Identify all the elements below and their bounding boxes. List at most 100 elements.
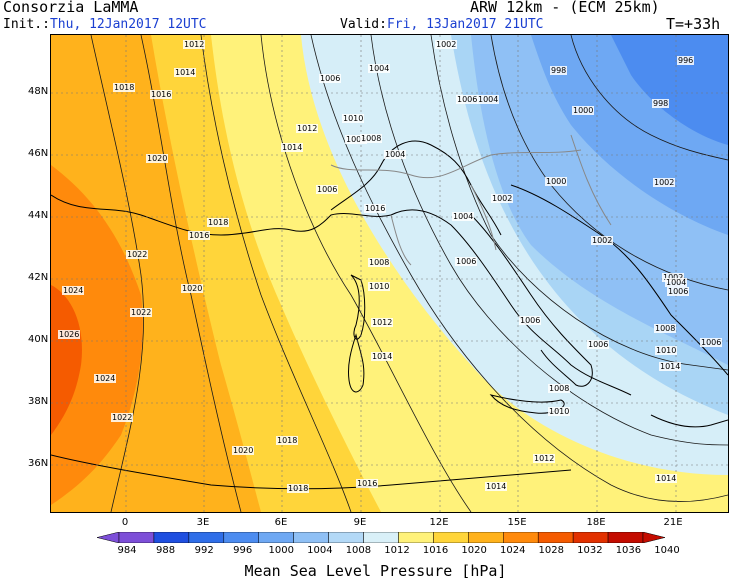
lon-label: 6E — [274, 517, 288, 528]
isobar-label: 1020 — [147, 154, 167, 163]
init-value: Thu, 12Jan2017 12UTC — [49, 17, 207, 32]
lat-label: 38N — [28, 396, 49, 407]
isobar-label: 1008 — [369, 258, 389, 267]
map-svg: 1012 1014 1018 1016 1020 1018 1016 1022 1024 1020… — [51, 35, 728, 512]
lat-label: 44N — [28, 210, 49, 221]
valid-time: Valid:Fri, 13Jan2017 21UTC — [340, 17, 544, 32]
isobar-label-bg — [316, 185, 338, 194]
isobar-label-bg — [587, 340, 609, 349]
lat-label: 46N — [28, 148, 49, 159]
colorbar-tick-label: 996 — [233, 545, 253, 556]
isobar-label-bg — [174, 68, 196, 77]
isobar-label: 998 — [551, 66, 566, 75]
isobar-label-bg — [319, 74, 341, 83]
colorbar-tick-label: 1036 — [615, 545, 642, 556]
isobar-label-bg — [655, 346, 677, 355]
isobar-label-bg — [662, 273, 684, 282]
colorbar-segment — [572, 532, 609, 543]
init-time: Init.:Thu, 12Jan2017 12UTC — [3, 17, 207, 32]
isobar-label-bg — [356, 479, 378, 488]
isobar-label: 1010 — [656, 346, 676, 355]
isobar-label-bg — [113, 83, 135, 92]
isobar-label-bg — [207, 218, 229, 227]
isobar-label-bg — [281, 143, 303, 152]
isobar-label-bg — [548, 384, 570, 393]
isobar-label: 1006 — [588, 340, 608, 349]
valid-value: Fri, 13Jan2017 21UTC — [386, 17, 544, 32]
isobar-label: 1002 — [592, 236, 612, 245]
isobar-label: 1014 — [656, 474, 676, 483]
isobar-label: 1016 — [365, 204, 385, 213]
colorbar-segment — [398, 532, 434, 543]
lat-label: 36N — [28, 458, 49, 469]
isobar-label: 1006 — [456, 257, 476, 266]
lead-time: T=+33h — [666, 15, 721, 33]
isobar-label: 1018 — [114, 83, 134, 92]
isobar-label: 1018 — [277, 436, 297, 445]
isobar-label-bg — [287, 484, 309, 493]
isobar-label: 1008 — [655, 324, 675, 333]
isobar-label: 1012 — [297, 124, 317, 133]
colorbar-segment — [188, 532, 225, 543]
colorbar — [97, 532, 665, 543]
isobar-label-bg — [665, 278, 687, 287]
isobar-label: 1018 — [208, 218, 228, 227]
isobar-label: 1006 — [317, 185, 337, 194]
isobar-label-bg — [572, 106, 594, 115]
isobar-label: 1018 — [288, 484, 308, 493]
isobar-label: 1008 — [549, 384, 569, 393]
isobar-label: 996 — [678, 56, 693, 65]
band-996 — [611, 35, 728, 145]
isobar-label: 1008 — [361, 134, 381, 143]
isobar-label-bg — [232, 446, 254, 455]
isobar-label-bg — [491, 194, 513, 203]
colorbar-segment — [118, 532, 155, 543]
isobar-label-bg — [371, 318, 393, 327]
isobar-label-bg — [700, 338, 722, 347]
isobar-labels: 1012 1014 1018 1016 1020 1018 1016 1022 1024 1020… — [58, 40, 722, 493]
colorbar-min-arrow — [97, 532, 120, 543]
isobar-label-bg — [364, 204, 386, 213]
isobar-label: 1020 — [182, 284, 202, 293]
isobar-label-bg — [368, 282, 390, 291]
isobar-label-bg — [371, 352, 393, 361]
colorbar-segment — [223, 532, 259, 543]
colorbar-tick-label: 1012 — [384, 545, 410, 556]
isobar-label-bg — [533, 454, 555, 463]
isobar-label: 1012 — [372, 318, 392, 327]
colorbar-segment — [153, 532, 190, 543]
isobar-label-bg — [58, 330, 80, 339]
isobar-label: 1010 — [343, 114, 363, 123]
lon-label: 0 — [121, 517, 129, 528]
isobar-label: 1012 — [534, 454, 554, 463]
isobar-label: 1022 — [127, 250, 147, 259]
lat-label: 42N — [28, 272, 49, 283]
colorbar-tick-label: 1000 — [268, 545, 295, 556]
isobar-label: 1020 — [233, 446, 253, 455]
colorbar-tick-label: 1004 — [307, 545, 333, 556]
lon-label: 3E — [196, 517, 210, 528]
lat-label: 48N — [28, 86, 49, 97]
lon-label: 18E — [586, 517, 606, 528]
lon-label: 15E — [507, 517, 527, 528]
colorbar-tick-label: 1020 — [461, 545, 487, 556]
isobar-label-bg — [654, 324, 676, 333]
isobar-label-bg — [659, 362, 681, 371]
colorbar-segment — [293, 532, 329, 543]
isobar-label: 1004 — [453, 212, 473, 221]
isobar-label: 1016 — [357, 479, 377, 488]
isobar-label: 1006 — [346, 135, 366, 144]
colorbar-segment — [537, 532, 574, 543]
isobar-label: 1012 — [184, 40, 204, 49]
isobar-label: 1002 — [654, 178, 674, 187]
isobar-label: 1014 — [486, 482, 506, 491]
isobar-label: 1014 — [175, 68, 195, 77]
lon-label: 12E — [429, 517, 449, 528]
isobar-label: 1000 — [573, 106, 593, 115]
colorbar-tick-label: 1040 — [654, 545, 680, 556]
colorbar-tick-label: 1024 — [499, 545, 526, 556]
lon-label: 9E — [353, 517, 367, 528]
isobar-label-bg — [550, 66, 567, 75]
isobar-label-bg — [677, 56, 694, 65]
isobar-label-bg — [183, 40, 205, 49]
